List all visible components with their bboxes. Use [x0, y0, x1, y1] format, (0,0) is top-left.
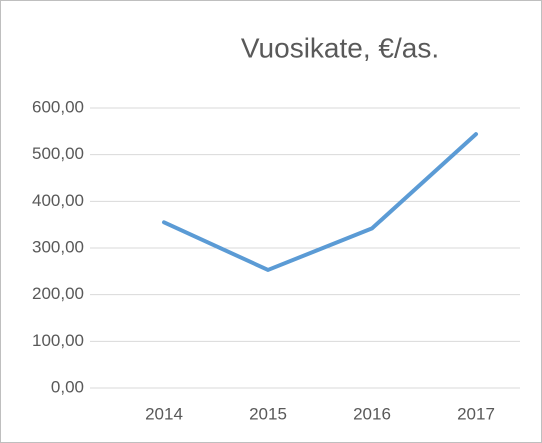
x-tick-label: 2016 — [353, 404, 391, 423]
x-tick-label: 2017 — [457, 404, 495, 423]
y-tick-label: 400,00 — [32, 191, 84, 210]
y-tick-label: 300,00 — [32, 237, 84, 256]
data-line — [162, 132, 478, 272]
x-tick-label: 2015 — [249, 404, 287, 423]
y-tick-label: 500,00 — [32, 144, 84, 163]
y-tick-label: 600,00 — [32, 97, 84, 116]
y-tick-label: 200,00 — [32, 284, 84, 303]
x-tick-label: 2014 — [145, 404, 183, 423]
y-tick-label: 0,00 — [51, 377, 84, 396]
y-tick-label: 100,00 — [32, 331, 84, 350]
chart-title: Vuosikate, €/as. — [241, 32, 439, 63]
